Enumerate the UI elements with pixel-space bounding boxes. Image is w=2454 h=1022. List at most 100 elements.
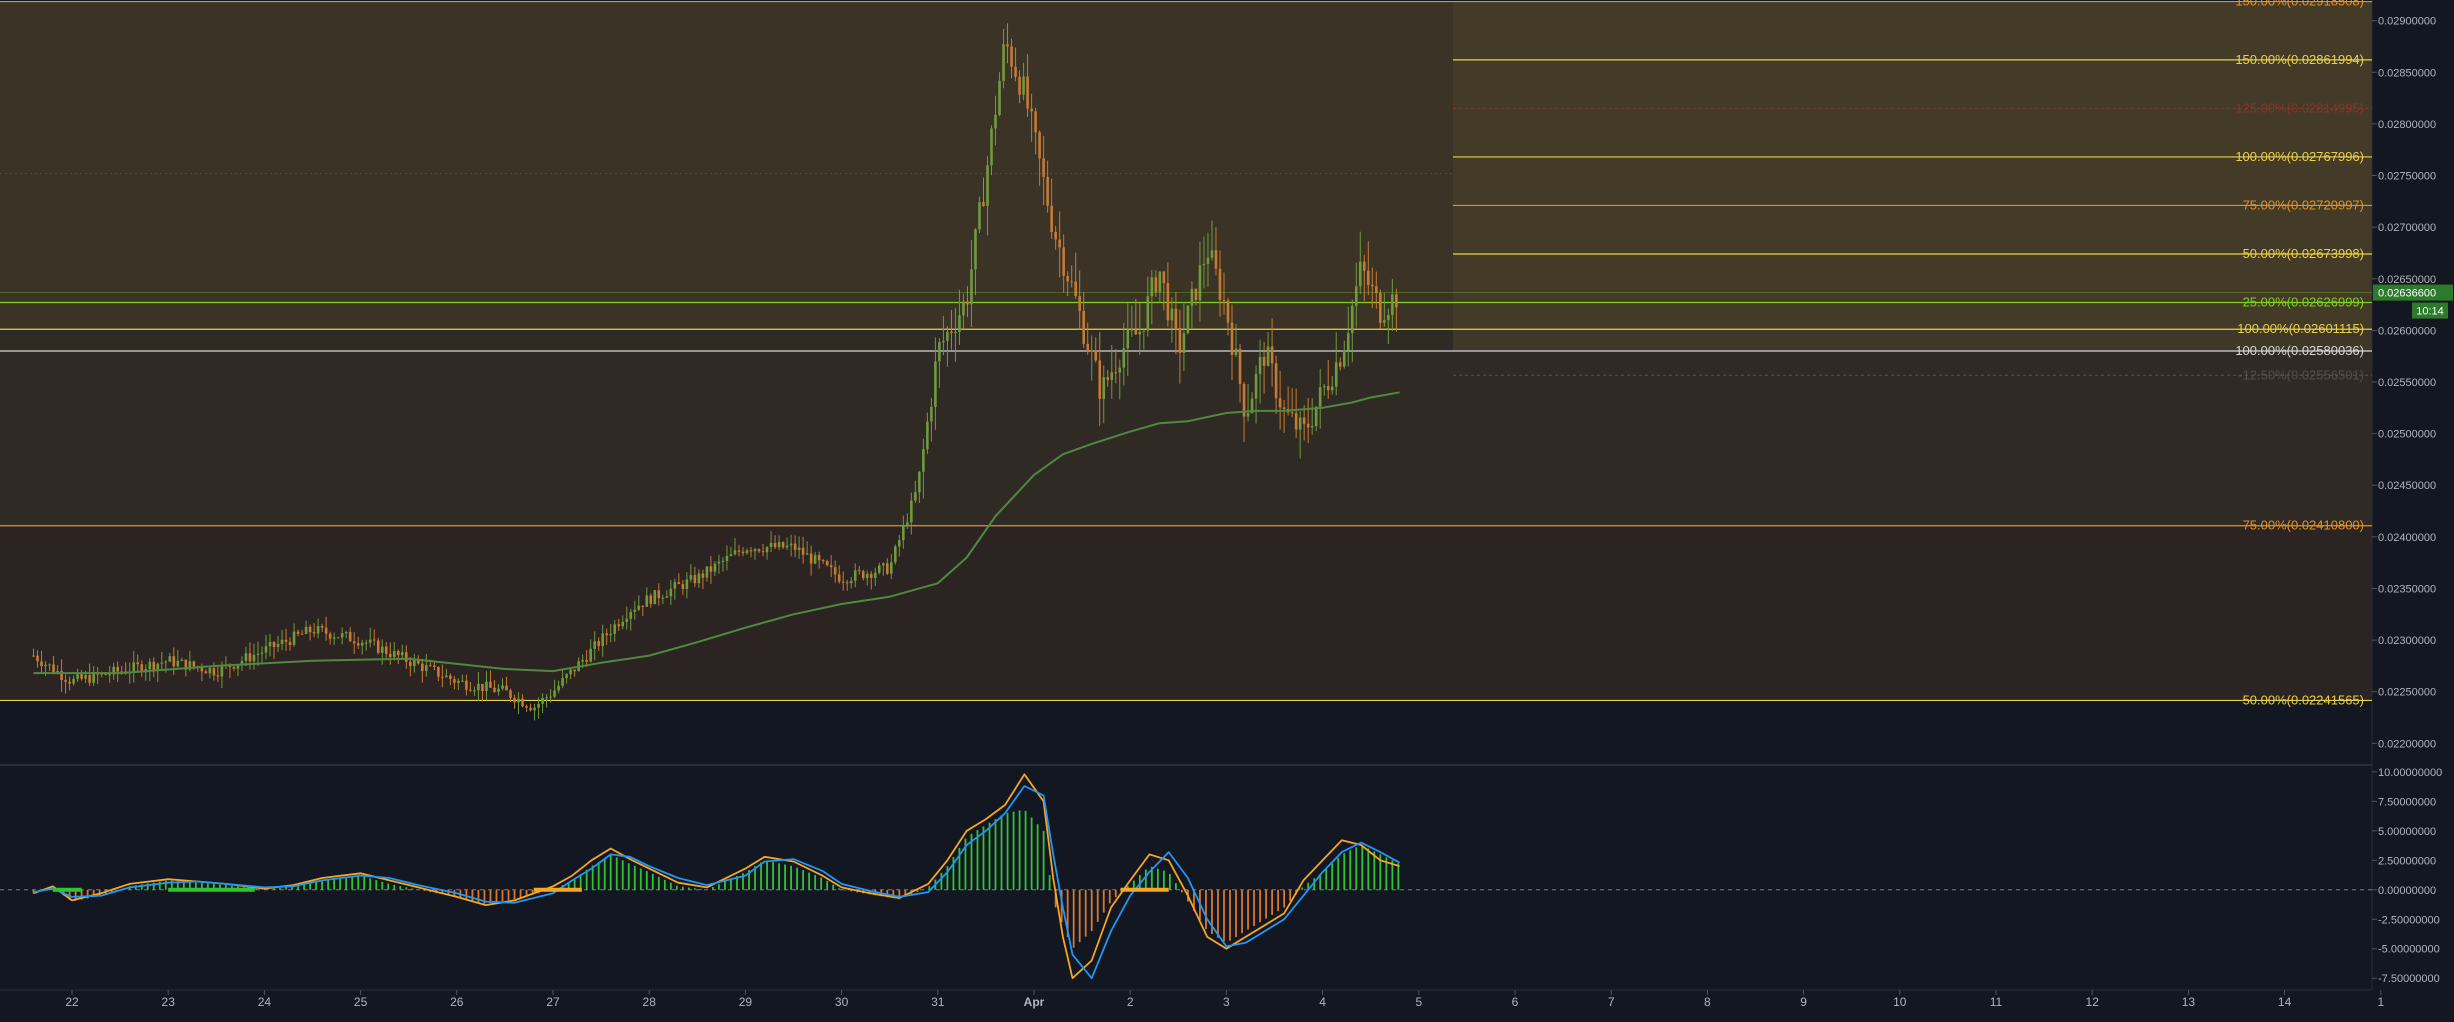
candle-body [766,547,769,552]
candle-body [1275,363,1278,398]
candle-body [1078,296,1081,311]
candle-body [870,574,873,578]
time-tick-label: 9 [1800,995,1807,1009]
candle-body [345,632,348,633]
candle-body [397,651,400,655]
candle-body [866,574,869,578]
time-tick-label: 2 [1127,995,1134,1009]
price-tick-label: 0.02800000 [2378,119,2436,131]
candle-body [1207,258,1210,264]
candle-body [1118,368,1121,373]
candle-body [213,668,216,675]
fib-level-label: 125.00%(0.02814995) [2235,100,2364,115]
candle-body [938,342,941,361]
candle-body [1126,330,1129,348]
candle-body [1391,294,1394,315]
indicator-tick-label: -5.00000000 [2378,944,2440,956]
time-tick-label: 10 [1893,995,1907,1009]
candle-body [533,708,536,711]
indicator-tick-label: 5.00000000 [2378,826,2436,838]
candle-body [369,639,372,642]
candle-body [966,301,969,304]
time-tick-label: 1 [2377,995,2384,1009]
time-tick-label: 14 [2278,995,2292,1009]
time-tick-label: 28 [643,995,657,1009]
indicator-tick-label: 7.50000000 [2378,796,2436,808]
candle-body [950,332,953,333]
indicator-tick-label: 10.00000000 [2378,767,2442,779]
time-tick-label: 31 [931,995,945,1009]
candle-body [297,632,300,634]
candle-body [774,543,777,547]
candle-body [862,571,865,578]
candle-body [662,598,665,599]
time-tick-label: 30 [835,995,849,1009]
candle-body [289,642,292,645]
candle-body [878,565,881,572]
candle-body [461,681,464,682]
candle-body [1303,418,1306,424]
candle-body [253,655,256,661]
fib-level-label: 75.00%(0.02410800) [2243,518,2364,533]
fib-level-label: 50.00%(0.02241565) [2243,692,2364,707]
zone-lower [0,526,2372,701]
price-tick-label: 0.02300000 [2378,635,2436,647]
candle-body [778,542,781,547]
candle-body [906,522,909,525]
fib-level-label: -12.50%(0.02556501) [2238,367,2364,382]
price-tick-label: 0.02850000 [2378,67,2436,79]
candle-body [1311,426,1314,427]
candle-body [830,565,833,567]
candle-body [754,549,757,551]
time-tick-label: 26 [450,995,464,1009]
candle-body [1074,282,1077,296]
candle-body [1343,350,1346,366]
countdown-text: 10:14 [2416,306,2444,318]
candle-body [1030,109,1033,112]
fib-projection-zone [1453,2,2372,351]
candle-body [1247,413,1250,416]
candle-body [874,573,877,578]
candle-body [1315,407,1318,426]
candle-body [762,551,765,552]
candle-body [742,552,745,553]
indicator-tick-label: -2.50000000 [2378,914,2440,926]
candle-body [609,634,612,635]
candle-body [1299,418,1302,430]
zone-middle [0,329,2372,525]
fib-level-label: 100.00%(0.02767996) [2235,149,2364,164]
time-tick-label: 29 [739,995,753,1009]
candle-body [76,674,79,679]
fib-level-label: 150.00%(0.02861994) [2235,52,2364,67]
candle-body [505,686,508,691]
candle-body [930,407,933,422]
candle-body [629,612,632,619]
price-tick-label: 0.02200000 [2378,738,2436,750]
candle-body [361,643,364,646]
candle-body [1094,351,1097,361]
candle-body [585,660,588,662]
candle-body [1363,262,1366,271]
candle-body [377,640,380,652]
candle-body [858,570,861,571]
time-tick-label: 3 [1223,995,1230,1009]
candle-body [1371,285,1374,286]
candle-body [233,667,236,669]
price-tick-label: 0.02900000 [2378,16,2436,28]
candle-body [822,560,825,561]
candle-body [473,690,476,691]
candle-body [1375,286,1378,293]
candle-body [132,662,135,672]
candle-body [337,637,340,638]
indicator-tick-label: 0.00000000 [2378,885,2436,897]
candle-body [313,632,316,633]
candle-body [1110,372,1113,380]
indicator-tick-label: -7.50000000 [2378,973,2440,985]
candle-body [136,662,139,664]
candle-body [758,549,761,551]
candle-body [349,632,352,641]
candle-body [269,642,272,646]
